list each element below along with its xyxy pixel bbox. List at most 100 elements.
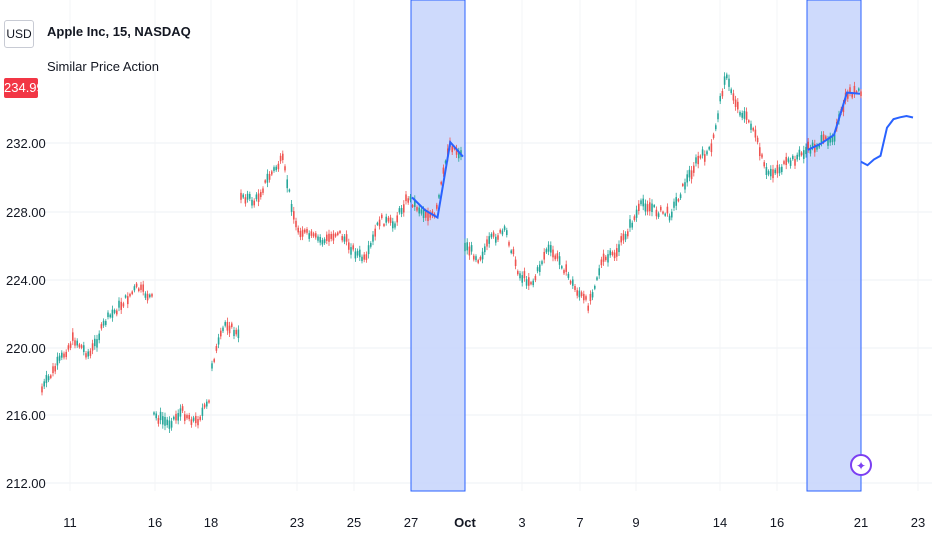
candle-body — [761, 154, 763, 158]
candle-body — [646, 204, 649, 212]
candle-body — [140, 284, 142, 290]
candle-body — [102, 320, 105, 326]
candle-body — [220, 330, 222, 337]
candle-body — [304, 229, 306, 233]
candle-body — [525, 279, 528, 286]
candle-body — [818, 144, 820, 148]
x-tick-label: 25 — [347, 515, 361, 530]
candle-body — [43, 381, 45, 387]
candle-body — [809, 147, 812, 154]
candle-body — [78, 344, 81, 348]
candle-body — [262, 188, 264, 193]
candle-body — [701, 149, 704, 156]
candle-body — [173, 416, 175, 420]
candle-body — [849, 87, 851, 94]
candle-body — [354, 251, 357, 259]
x-tick-label: 21 — [854, 515, 868, 530]
candle-body — [737, 101, 739, 110]
candle-body — [475, 256, 477, 261]
x-tick-label: 23 — [911, 515, 925, 530]
candle-body — [488, 236, 490, 244]
candle-body — [497, 235, 499, 240]
candle-body — [356, 250, 359, 256]
candle-body — [372, 234, 374, 242]
candle-body — [829, 135, 831, 143]
candle-body — [770, 168, 772, 177]
x-tick-label: 27 — [404, 515, 418, 530]
candle-body — [756, 137, 759, 143]
candle-body — [831, 136, 834, 143]
candle-body — [827, 139, 829, 146]
candle-body — [129, 293, 131, 297]
candle-body — [400, 207, 403, 215]
candle-body — [693, 165, 695, 173]
candle-body — [240, 192, 242, 200]
candle-body — [675, 197, 677, 206]
candle-body — [668, 215, 671, 221]
candle-body — [425, 211, 427, 218]
candle-body — [157, 418, 160, 424]
candle-body — [297, 227, 299, 233]
candle-body — [800, 152, 803, 156]
candle-body — [246, 193, 249, 200]
candle-body — [228, 325, 231, 334]
candle-body — [111, 309, 114, 318]
symbol-title[interactable]: Apple Inc, 15, NASDAQ — [47, 24, 191, 39]
candle-body — [420, 209, 423, 214]
candle-body — [708, 147, 710, 150]
candle-body — [91, 343, 94, 351]
candle-body — [851, 94, 853, 98]
candle-body — [719, 95, 721, 102]
candle-body — [576, 290, 578, 296]
candle-body — [466, 242, 468, 251]
candle-body — [677, 199, 680, 202]
candle-body — [299, 230, 302, 238]
indicator-name[interactable]: Similar Price Action — [47, 59, 159, 74]
candle-body — [264, 180, 266, 183]
y-tick-label: 224.00 — [6, 273, 46, 288]
candle-body — [811, 142, 814, 148]
candle-body — [660, 206, 662, 211]
currency-button[interactable]: USD — [4, 20, 34, 48]
candle-body — [249, 194, 251, 199]
candle-body — [855, 91, 858, 94]
candle-body — [473, 255, 475, 260]
candle-body — [436, 204, 438, 209]
candle-body — [624, 234, 627, 240]
candle-body — [244, 197, 247, 204]
candle-body — [118, 300, 120, 308]
candle-body — [217, 337, 220, 345]
candle-body — [607, 254, 609, 263]
candle-body — [765, 167, 768, 176]
x-axis: 11 16 18 23 25 27 Oct 3 7 9 14 16 21 23 — [63, 515, 925, 530]
candle-body — [695, 157, 697, 164]
candle-body — [464, 242, 466, 252]
candle-body — [376, 222, 379, 225]
candle-body — [616, 248, 618, 257]
candle-body — [352, 245, 354, 250]
candle-body — [215, 346, 218, 351]
candle-body — [107, 312, 109, 318]
candle-body — [618, 244, 620, 253]
candle-body — [787, 158, 790, 162]
candle-body — [657, 213, 660, 218]
event-marker[interactable]: ✦ — [850, 454, 872, 476]
candle-body — [164, 416, 166, 426]
candle-body — [124, 295, 127, 298]
candle-body — [569, 280, 572, 284]
candle-body — [541, 261, 543, 265]
x-tick-label: 14 — [713, 515, 727, 530]
candle-body — [290, 203, 293, 212]
candle-body — [370, 243, 372, 247]
projection-lines — [411, 91, 914, 220]
candle-body — [715, 125, 717, 130]
candle-body — [789, 160, 792, 166]
candle-body — [170, 421, 173, 428]
candle-body — [552, 249, 554, 258]
candle-body — [528, 277, 530, 286]
candle-body — [517, 271, 519, 275]
candle-body — [468, 246, 471, 256]
candle-body — [589, 293, 592, 302]
candle-body — [149, 294, 151, 298]
